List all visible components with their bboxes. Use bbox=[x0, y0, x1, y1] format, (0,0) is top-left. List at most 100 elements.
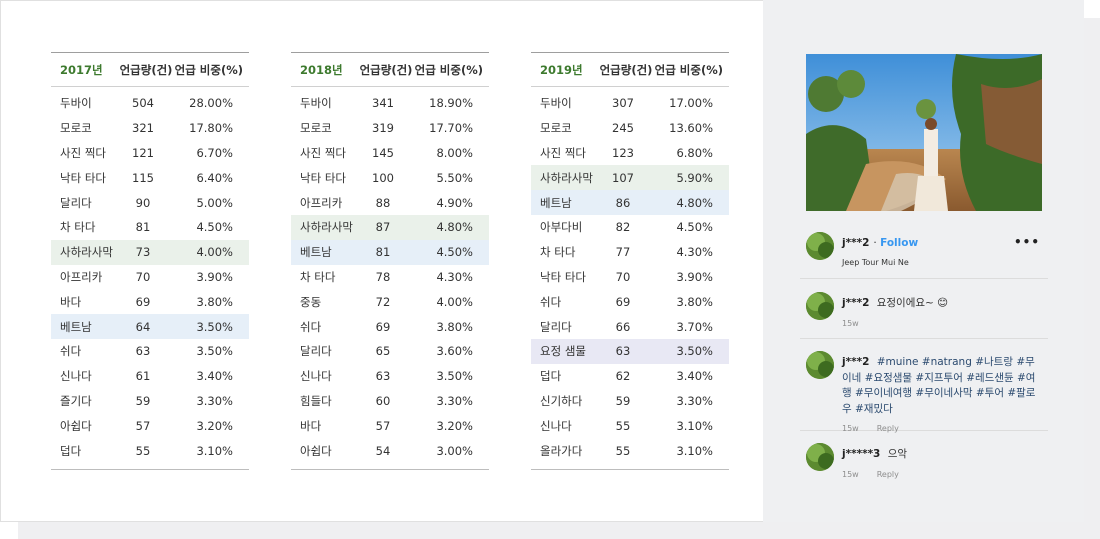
count-cell: 57 bbox=[135, 418, 151, 433]
keyword-cell: 바다 bbox=[60, 294, 82, 309]
count-cell: 90 bbox=[135, 195, 151, 210]
count-cell: 69 bbox=[375, 319, 391, 334]
keyword-cell: 달리다 bbox=[540, 319, 572, 334]
comment-text: 요정이에요~ 😊 bbox=[876, 297, 949, 309]
share-cell: 3.10% bbox=[196, 443, 233, 458]
avatar[interactable] bbox=[806, 351, 834, 379]
table-row: 사하라사막 73 4.00% bbox=[51, 239, 249, 265]
share-cell: 4.90% bbox=[436, 195, 473, 210]
comment-time: 15w bbox=[842, 424, 859, 433]
year-header: 2017년 bbox=[60, 62, 103, 77]
share-cell: 3.00% bbox=[436, 443, 473, 458]
post-author[interactable]: j***2 bbox=[842, 237, 870, 249]
year-header: 2019년 bbox=[540, 62, 583, 77]
count-cell: 121 bbox=[132, 145, 154, 160]
share-cell: 3.50% bbox=[436, 369, 473, 384]
table-row: 사진 찍다 145 8.00% bbox=[291, 141, 489, 166]
count-cell: 100 bbox=[372, 170, 394, 185]
share-cell: 8.00% bbox=[436, 145, 473, 160]
share-cell: 3.90% bbox=[196, 269, 233, 284]
table-row: 낙타 타다 115 6.40% bbox=[51, 165, 249, 190]
table-row: 요정 샘물 63 3.50% bbox=[531, 338, 729, 364]
table-row: 모로코 245 13.60% bbox=[531, 116, 729, 141]
share-cell: 4.00% bbox=[436, 294, 473, 309]
table-row: 아쉽다 57 3.20% bbox=[51, 413, 249, 438]
count-cell: 145 bbox=[372, 145, 394, 160]
table-row: 중동 72 4.00% bbox=[291, 289, 489, 314]
keyword-cell: 신기하다 bbox=[540, 393, 583, 408]
keyword-cell: 덥다 bbox=[60, 443, 82, 458]
table-row: 사진 찍다 121 6.70% bbox=[51, 141, 249, 166]
keyword-cell: 모로코 bbox=[540, 121, 572, 136]
share-header: 언급 비중(%) bbox=[414, 62, 483, 77]
count-cell: 63 bbox=[375, 369, 391, 384]
amount-header: 언급량(건) bbox=[599, 62, 653, 77]
table-row: 베트남 86 4.80% bbox=[531, 190, 729, 215]
amount-header: 언급량(건) bbox=[359, 62, 413, 77]
amount-header: 언급량(건) bbox=[119, 62, 173, 77]
share-cell: 3.10% bbox=[676, 443, 713, 458]
avatar[interactable] bbox=[806, 232, 834, 260]
table-row: 덥다 62 3.40% bbox=[531, 364, 729, 389]
keyword-cell: 사하라사막 bbox=[60, 245, 113, 260]
table-row: 사진 찍다 123 6.80% bbox=[531, 141, 729, 166]
more-horizontal-icon[interactable]: ••• bbox=[1013, 235, 1040, 249]
count-cell: 307 bbox=[612, 96, 634, 111]
keyword-cell: 쉬다 bbox=[300, 319, 322, 334]
count-cell: 63 bbox=[135, 344, 151, 359]
reply-button[interactable]: Reply bbox=[876, 469, 899, 479]
comment-text: 으악 bbox=[887, 448, 908, 460]
keyword-cell: 요정 샘물 bbox=[540, 344, 586, 359]
table-row: 베트남 81 4.50% bbox=[291, 239, 489, 265]
post-author-block: j***2 · Follow Jeep Tour Mui Ne bbox=[842, 236, 1042, 270]
table-row: 달리다 90 5.00% bbox=[51, 190, 249, 215]
share-cell: 3.60% bbox=[436, 344, 473, 359]
keyword-cell: 사진 찍다 bbox=[540, 145, 586, 160]
count-cell: 86 bbox=[615, 195, 631, 210]
share-cell: 3.10% bbox=[676, 418, 713, 433]
follow-button[interactable]: Follow bbox=[880, 237, 919, 249]
share-cell: 17.00% bbox=[669, 96, 713, 111]
keyword-cell: 달리다 bbox=[60, 195, 92, 210]
count-cell: 59 bbox=[615, 393, 631, 408]
post-photo[interactable] bbox=[806, 54, 1042, 211]
table-row: 차 타다 77 4.30% bbox=[531, 240, 729, 265]
comment-time: 15w bbox=[842, 469, 859, 479]
table-header: 2018년 언급량(건) 언급 비중(%) bbox=[291, 53, 489, 87]
table-row: 바다 69 3.80% bbox=[51, 289, 249, 314]
comment-user[interactable]: j***2 bbox=[842, 356, 870, 368]
table-row: 두바이 504 28.00% bbox=[51, 91, 249, 116]
keyword-cell: 달리다 bbox=[300, 344, 332, 359]
post-location[interactable]: Jeep Tour Mui Ne bbox=[842, 257, 909, 267]
share-cell: 3.50% bbox=[196, 319, 233, 334]
keyword-cell: 사하라사막 bbox=[300, 220, 353, 235]
count-cell: 57 bbox=[375, 418, 391, 433]
count-cell: 55 bbox=[135, 443, 151, 458]
share-cell: 5.50% bbox=[436, 170, 473, 185]
table-row: 힘들다 60 3.30% bbox=[291, 389, 489, 414]
keyword-cell: 낙타 타다 bbox=[540, 269, 586, 284]
table-row: 두바이 341 18.90% bbox=[291, 91, 489, 116]
count-cell: 73 bbox=[135, 245, 151, 260]
table-row: 신나다 55 3.10% bbox=[531, 413, 729, 438]
count-cell: 82 bbox=[615, 220, 631, 235]
count-cell: 61 bbox=[135, 369, 151, 384]
reply-button[interactable]: Reply bbox=[876, 424, 899, 433]
avatar[interactable] bbox=[806, 443, 834, 471]
table-row: 차 타다 78 4.30% bbox=[291, 265, 489, 290]
keyword-cell: 아프리카 bbox=[300, 195, 343, 210]
comment-user[interactable]: j***2 bbox=[842, 297, 870, 309]
count-cell: 70 bbox=[135, 269, 151, 284]
count-cell: 66 bbox=[615, 319, 631, 334]
avatar[interactable] bbox=[806, 292, 834, 320]
comment-user[interactable]: j*****3 bbox=[842, 448, 881, 460]
table-row: 낙타 타다 70 3.90% bbox=[531, 265, 729, 290]
share-cell: 4.80% bbox=[436, 220, 473, 235]
keyword-cell: 아쉽다 bbox=[60, 418, 92, 433]
share-cell: 3.90% bbox=[676, 269, 713, 284]
keyword-cell: 차 타다 bbox=[300, 269, 336, 284]
share-cell: 5.90% bbox=[676, 170, 713, 185]
keyword-table-1: 2018년 언급량(건) 언급 비중(%) 두바이 341 18.90% 모로코… bbox=[291, 52, 489, 470]
keyword-cell: 중동 bbox=[300, 294, 322, 309]
count-cell: 65 bbox=[375, 344, 391, 359]
